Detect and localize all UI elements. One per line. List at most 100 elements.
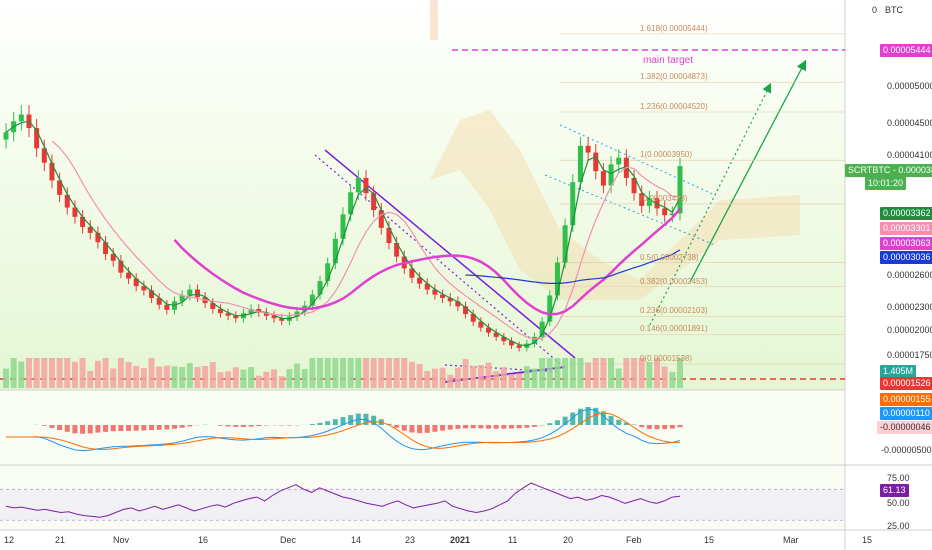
volume-bar bbox=[462, 358, 469, 388]
candle-body bbox=[187, 289, 193, 296]
candle-body bbox=[179, 295, 185, 302]
candle-body bbox=[570, 182, 576, 226]
volume-bar bbox=[485, 362, 492, 388]
fib-level-label: 0.382(0.00002453) bbox=[640, 276, 708, 286]
rsi-value-label: 61.13 bbox=[880, 484, 909, 497]
candle-body bbox=[225, 313, 231, 316]
volume-bar bbox=[56, 358, 63, 388]
macd-histogram-bar bbox=[600, 411, 606, 425]
volume-bar bbox=[94, 360, 101, 388]
candle-body bbox=[478, 321, 484, 328]
volume-bar bbox=[669, 371, 676, 388]
candle-body bbox=[417, 277, 423, 284]
macd-histogram-bar bbox=[531, 425, 537, 427]
candle-body bbox=[149, 290, 155, 298]
main-target-price-label: 0.00005444 bbox=[880, 44, 932, 57]
volume-bar bbox=[523, 366, 530, 388]
volume-bar bbox=[393, 358, 400, 388]
volume-bar bbox=[631, 358, 638, 388]
macd-histogram-bar bbox=[669, 425, 675, 429]
macd-histogram-bar bbox=[49, 425, 55, 428]
candle-body bbox=[325, 263, 331, 282]
volume-bar bbox=[355, 358, 362, 388]
candle-body bbox=[194, 289, 200, 298]
volume-bar bbox=[294, 363, 301, 388]
macd-histogram-bar bbox=[677, 425, 683, 428]
rsi-band bbox=[0, 489, 845, 521]
volume-bar bbox=[539, 358, 546, 388]
candle-body bbox=[332, 238, 338, 264]
volume-bar bbox=[401, 358, 408, 388]
volume-bar bbox=[454, 367, 461, 388]
candle-body bbox=[340, 214, 346, 239]
macd-histogram-bar bbox=[95, 425, 101, 433]
volume-label: 1.405M bbox=[880, 365, 917, 378]
macd-histogram-bar bbox=[325, 421, 331, 425]
volume-bar bbox=[577, 358, 584, 388]
candle-body bbox=[516, 345, 522, 348]
macd-histogram-bar bbox=[570, 412, 576, 425]
volume-bar bbox=[48, 358, 55, 388]
candle-body bbox=[210, 303, 216, 309]
volume-bar bbox=[477, 365, 484, 388]
x-tick: Dec bbox=[280, 535, 297, 545]
candle-body bbox=[547, 295, 553, 322]
macd-histogram-bar bbox=[156, 425, 162, 430]
fib-level-label: 1.382(0.00004873) bbox=[640, 72, 708, 82]
price-tick: 0.00002600 bbox=[887, 270, 932, 280]
volume-bar bbox=[133, 365, 140, 388]
volume-bar bbox=[608, 358, 615, 388]
candle-body bbox=[470, 314, 476, 322]
volume-bar bbox=[232, 367, 239, 388]
volume-bar bbox=[163, 365, 170, 388]
volume-bar bbox=[171, 366, 178, 388]
x-tick: 15 bbox=[704, 535, 715, 545]
volume-bar bbox=[546, 358, 553, 388]
macd-histogram-bar bbox=[577, 408, 583, 425]
x-tick: 12 bbox=[4, 535, 15, 545]
candle-body bbox=[424, 283, 430, 290]
macd-histogram-bar bbox=[455, 425, 461, 429]
fib-level-label: 1(0.00003950) bbox=[640, 150, 693, 160]
ema-pink-label: 0.00003301 bbox=[880, 222, 932, 235]
candle-body bbox=[80, 216, 86, 227]
macd-histogram-bar bbox=[440, 425, 446, 431]
macd-histogram-bar bbox=[554, 420, 560, 425]
candle-body bbox=[118, 260, 124, 273]
fib-level-label: 1.618(0.00005444) bbox=[640, 23, 708, 33]
volume-bar bbox=[654, 358, 661, 388]
macd-pane-background bbox=[0, 390, 845, 465]
main-target-text: main target bbox=[643, 55, 694, 66]
volume-bar bbox=[202, 366, 209, 388]
macd-line-label: 0.00000110 bbox=[880, 407, 932, 420]
candle-body bbox=[386, 227, 392, 244]
volume-bar bbox=[623, 358, 630, 388]
candle-body bbox=[41, 148, 47, 163]
macd-histogram-bar bbox=[417, 425, 423, 434]
macd-histogram-bar bbox=[103, 425, 109, 432]
candle-body bbox=[256, 308, 262, 313]
volume-bar bbox=[431, 368, 438, 388]
volume-bar bbox=[638, 358, 645, 388]
x-tick: 16 bbox=[198, 535, 209, 545]
ma-magenta-line bbox=[173, 208, 681, 316]
volume-bar bbox=[385, 358, 392, 388]
x-tick: 2021 bbox=[450, 535, 471, 545]
volume-bar bbox=[317, 358, 324, 388]
volume-bar bbox=[248, 367, 255, 388]
volume-bar bbox=[271, 369, 278, 388]
volume-bar bbox=[569, 358, 576, 388]
volume-bar bbox=[64, 358, 71, 388]
volume-bar bbox=[156, 366, 163, 388]
candle-body bbox=[463, 306, 469, 315]
volume-bar bbox=[408, 361, 415, 388]
macd-signal-label: 0.00000155 bbox=[880, 393, 932, 406]
candle-body bbox=[317, 281, 323, 295]
macd-histogram-bar bbox=[394, 425, 400, 428]
macd-histogram-bar bbox=[493, 425, 499, 429]
macd-histogram-bar bbox=[87, 425, 93, 434]
x-tick: 14 bbox=[351, 535, 362, 545]
price-tick: 0.00001750 bbox=[887, 350, 932, 360]
volume-bar bbox=[677, 358, 683, 388]
macd-histogram-bar bbox=[187, 425, 193, 427]
